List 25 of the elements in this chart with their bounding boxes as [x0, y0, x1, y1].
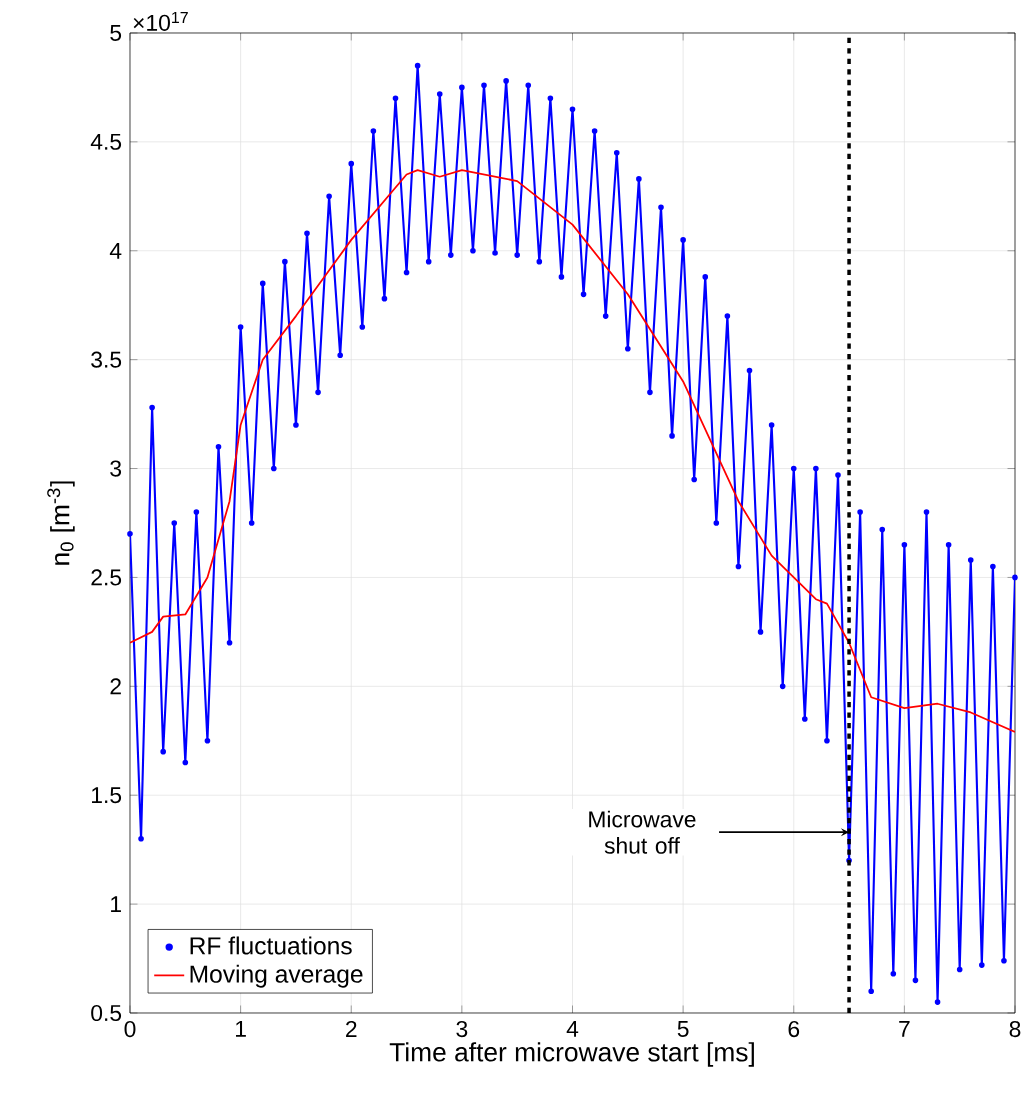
y-tick-label: 2.5 [91, 569, 122, 586]
x-tick-label: 3 [456, 1020, 468, 1038]
y-tick-label: 1 [111, 896, 121, 912]
x-tick-label: 1 [236, 1020, 246, 1037]
x-tick-label: 7 [899, 1020, 910, 1037]
y-tick-label: 3 [110, 460, 122, 477]
legend-label: RF fluctuations [190, 936, 352, 955]
y-tick-label: 0.5 [91, 1004, 122, 1022]
y-tick-label: 1.5 [92, 787, 122, 804]
y-tick-label: 5 [110, 25, 122, 41]
legend-label: Moving average [190, 964, 363, 988]
x-tick-label: 5 [677, 1020, 689, 1037]
y-tick-label: 4.5 [90, 133, 122, 150]
x-tick-label: 0 [124, 1020, 136, 1038]
annotation: Microwave shut off [589, 810, 696, 854]
x-tick-label: 2 [346, 1020, 357, 1037]
y-tick-label: 2 [110, 678, 121, 695]
x-tick-label: 6 [788, 1020, 800, 1038]
y-tick-label: 3.5 [91, 351, 122, 368]
x-tick-label: 8 [1009, 1020, 1021, 1038]
x-tick-label: 4 [566, 1020, 579, 1037]
y-axis-title: n$_{0}$ [m$^{-3}$] [47, 481, 75, 565]
y-tick-label: 4 [109, 242, 122, 259]
text: ×10$^{17}$ [133, 12, 188, 31]
x-axis-title: Time after microwave start [ms] [389, 1042, 754, 1067]
